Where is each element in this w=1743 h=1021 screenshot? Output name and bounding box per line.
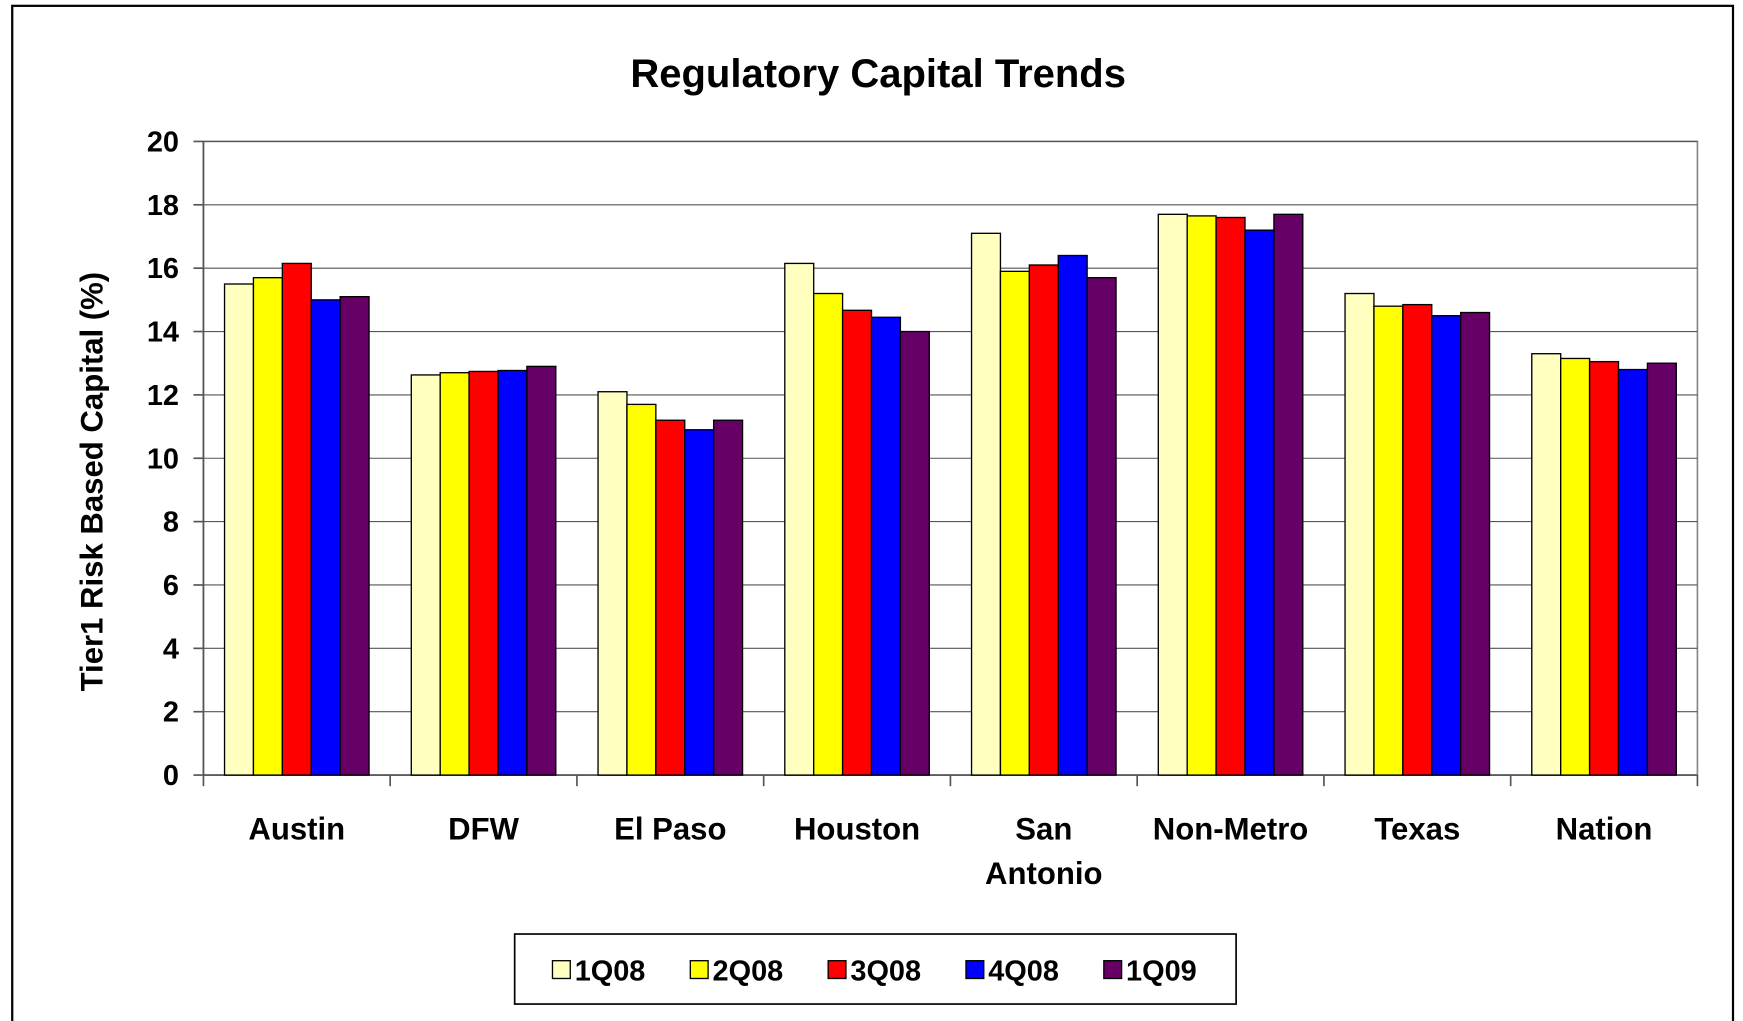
bar [1215, 216, 1246, 776]
bar [439, 372, 470, 776]
bar [870, 316, 902, 776]
y-tick-label: 4 [163, 633, 179, 665]
chart-title: Regulatory Capital Trends [630, 52, 1126, 96]
y-tick-label: 2 [163, 697, 179, 729]
bar [970, 232, 1002, 776]
x-tick-label: Non-Metro [1153, 812, 1309, 847]
legend-swatch [965, 960, 985, 980]
bar [1186, 215, 1217, 776]
bar [1617, 368, 1649, 776]
legend-swatch [1103, 960, 1123, 980]
y-tick-label: 10 [147, 443, 179, 475]
bar [252, 277, 284, 776]
bar [339, 296, 370, 776]
bar [1402, 303, 1433, 776]
bar [1646, 362, 1677, 776]
bar [1273, 213, 1304, 776]
x-tick-label: Houston [794, 812, 920, 847]
bar [1588, 360, 1620, 776]
bar [626, 403, 657, 776]
bar [1244, 229, 1275, 776]
legend-label: 1Q09 [1126, 956, 1197, 988]
legend-swatch [551, 960, 571, 980]
legend-swatch [827, 960, 847, 980]
y-tick-label: 12 [147, 380, 179, 412]
bar [497, 369, 528, 776]
bar [468, 370, 499, 776]
bar [999, 270, 1031, 776]
x-tick-label: El Paso [614, 812, 726, 847]
y-tick-label: 14 [147, 317, 179, 349]
bar [1157, 213, 1188, 776]
bar [1086, 277, 1117, 776]
bar [310, 299, 341, 776]
bar [813, 292, 844, 776]
bar [1028, 264, 1059, 776]
bar [655, 419, 686, 776]
y-tick-label: 6 [163, 570, 179, 602]
legend-swatch [689, 960, 709, 980]
bar [684, 429, 715, 776]
y-tick-label: 8 [163, 507, 179, 539]
y-tick-label: 0 [163, 760, 179, 792]
bar [841, 309, 873, 776]
bar [1431, 315, 1462, 776]
bar [899, 330, 930, 776]
x-tick-label: Austin [248, 812, 345, 847]
bar [410, 374, 441, 776]
bar [223, 283, 255, 776]
bar [1373, 305, 1404, 776]
bar [1344, 292, 1375, 776]
bar [1560, 357, 1591, 776]
legend-label: 1Q08 [575, 956, 646, 988]
bar [1057, 254, 1088, 776]
x-tick-label: DFW [448, 812, 519, 847]
bar [1531, 353, 1562, 776]
bar [281, 262, 312, 776]
legend-label: 3Q08 [850, 956, 921, 988]
legend-label: 4Q08 [988, 956, 1059, 988]
bar [526, 365, 557, 776]
x-tick-label: Texas [1374, 812, 1460, 847]
y-axis-label: Tier1 Risk Based Capital (%) [74, 272, 109, 692]
y-tick-label: 16 [147, 253, 179, 285]
bar [784, 262, 815, 776]
y-tick-label: 18 [147, 190, 179, 222]
x-tick-label: Nation [1556, 812, 1653, 847]
bar [597, 391, 628, 776]
bar [712, 419, 744, 776]
y-tick-label: 20 [147, 126, 179, 158]
legend-label: 2Q08 [713, 956, 784, 988]
x-tick-label: San Antonio [985, 812, 1102, 891]
bar [1459, 311, 1491, 776]
